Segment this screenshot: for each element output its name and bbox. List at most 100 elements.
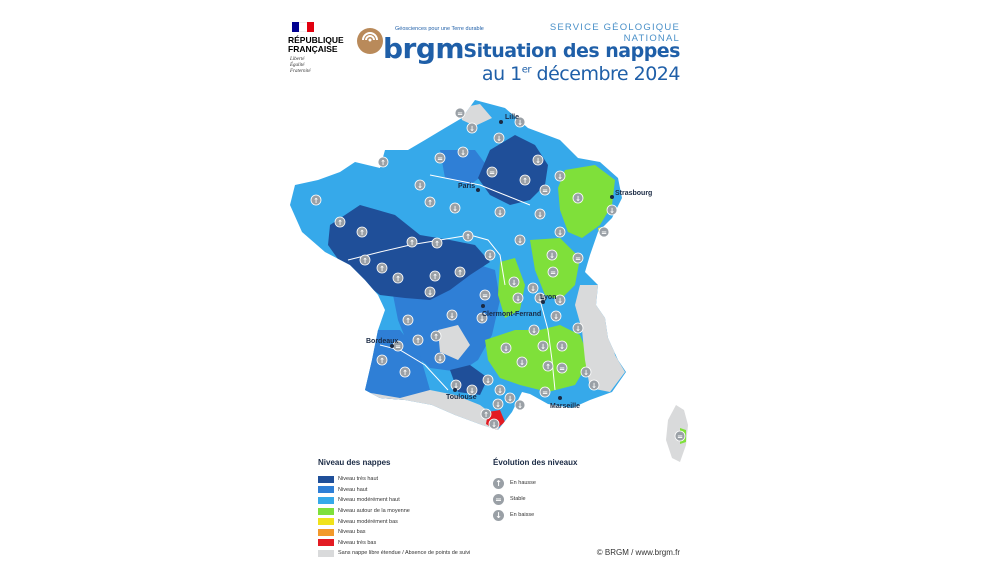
arrow-down-icon: ↓ [554, 294, 566, 306]
legend-label: Niveau très haut [338, 476, 379, 483]
equals-icon: = [454, 107, 466, 119]
svg-text:↓: ↓ [460, 149, 466, 157]
legend-item: Niveau modérément haut [318, 495, 470, 506]
svg-text:↓: ↓ [530, 285, 536, 293]
arrow-down-icon: ↓ [516, 356, 528, 368]
arrow-down-icon: ↓ [493, 509, 504, 521]
svg-text:↓: ↓ [553, 313, 559, 321]
svg-text:↑: ↑ [362, 257, 368, 265]
arrow-up-icon: ↑ [406, 236, 418, 248]
equals-icon: = [539, 184, 551, 196]
svg-text:Marseille: Marseille [550, 403, 580, 410]
arrow-down-icon: ↓ [466, 122, 478, 134]
arrow-up-icon: ↑ [429, 270, 441, 282]
legend-label: Sans nappe libre étendue / Absence de po… [338, 550, 471, 557]
arrow-down-icon: ↓ [514, 399, 526, 411]
river-seine [429, 174, 531, 206]
svg-text:Lyon: Lyon [540, 294, 556, 301]
svg-text:↓: ↓ [583, 369, 589, 377]
svg-text:↑: ↑ [380, 159, 386, 167]
arrow-down-icon: ↓ [446, 309, 458, 321]
svg-text:↓: ↓ [437, 355, 443, 363]
republic-name: RÉPUBLIQUE FRANÇAISE [288, 36, 368, 54]
svg-text:↑: ↑ [379, 265, 385, 273]
svg-text:↑: ↑ [415, 337, 421, 345]
svg-text:↓: ↓ [537, 295, 543, 303]
svg-text:=: = [550, 269, 556, 277]
arrow-down-icon: ↓ [488, 418, 500, 430]
svg-text:↓: ↓ [591, 382, 597, 390]
svg-text:Toulouse: Toulouse [446, 394, 477, 401]
equals-icon: = [556, 362, 568, 374]
svg-text:↓: ↓ [491, 421, 497, 429]
svg-text:↓: ↓ [497, 387, 503, 395]
svg-text:↓: ↓ [427, 289, 433, 297]
arrow-down-icon: ↓ [556, 340, 568, 352]
svg-text:↑: ↑ [359, 229, 365, 237]
legend-swatch [318, 549, 334, 557]
arrow-down-icon: ↓ [482, 374, 494, 386]
svg-text:↓: ↓ [537, 211, 543, 219]
arrow-down-icon: ↓ [457, 146, 469, 158]
city-paris: Paris [458, 183, 480, 192]
svg-text:↑: ↑ [433, 333, 439, 341]
evolution-label: Stable [510, 496, 526, 502]
equals-icon: = [572, 252, 584, 264]
svg-text:Clermont-Ferrand: Clermont-Ferrand [482, 311, 541, 318]
svg-text:↑: ↑ [427, 199, 433, 207]
arrow-down-icon: ↓ [414, 179, 426, 191]
arrow-up-icon: ↑ [430, 330, 442, 342]
legend-item: Niveau très bas [318, 538, 470, 549]
equals-icon: = [539, 386, 551, 398]
svg-text:↓: ↓ [557, 229, 563, 237]
republic-line-1: RÉPUBLIQUE [288, 35, 344, 45]
svg-text:↑: ↑ [379, 357, 385, 365]
equals-icon: = [486, 166, 498, 178]
svg-text:↓: ↓ [557, 297, 563, 305]
svg-text:↓: ↓ [557, 173, 563, 181]
svg-text:=: = [489, 169, 495, 177]
motto-egalite: Égalité [290, 63, 305, 68]
date-suffix: décembre 2024 [531, 63, 681, 85]
equals-icon: = [598, 226, 610, 238]
legend-swatch [318, 528, 334, 536]
legend-label: Niveau bas [338, 529, 366, 536]
equals-icon: = [392, 340, 404, 352]
svg-text:Lille: Lille [505, 114, 519, 121]
arrow-up-icon: ↑ [542, 360, 554, 372]
legend-label: Niveau modérément haut [338, 497, 400, 504]
legend-item: Niveau haut [318, 485, 470, 496]
legend-item: Niveau bas [318, 527, 470, 538]
arrow-down-icon: ↓ [500, 342, 512, 354]
city-marseille: Marseille [550, 396, 580, 410]
french-flag-icon [292, 22, 314, 32]
svg-text:↓: ↓ [511, 279, 517, 287]
legend-item: Niveau très haut [318, 474, 470, 485]
arrow-down-icon: ↓ [494, 384, 506, 396]
arrow-up-icon: ↑ [519, 174, 531, 186]
city-lyon: Lyon [540, 294, 556, 304]
legend-item: Niveau modérément bas [318, 516, 470, 527]
legend-item: Sans nappe libre étendue / Absence de po… [318, 548, 470, 559]
svg-text:=: = [395, 343, 401, 351]
date-prefix: au 1 [481, 63, 522, 85]
evolution-legend: ↑ En hausse = Stable ↓ En baisse [493, 475, 536, 523]
copyright-credit: © BRGM / www.brgm.fr [596, 548, 680, 557]
svg-text:↑: ↑ [545, 363, 551, 371]
svg-text:=: = [457, 110, 463, 118]
legend-label: Niveau haut [338, 486, 368, 493]
arrow-up-icon: ↑ [454, 266, 466, 278]
svg-text:=: = [482, 292, 488, 300]
arrow-down-icon: ↓ [546, 249, 558, 261]
arrow-down-icon: ↓ [508, 276, 520, 288]
svg-text:↓: ↓ [449, 312, 455, 320]
svg-text:=: = [542, 187, 548, 195]
region-tres-haut-west [328, 205, 490, 300]
equals-icon: = [434, 152, 446, 164]
svg-text:↓: ↓ [496, 135, 502, 143]
arrow-down-icon: ↓ [537, 340, 549, 352]
equals-icon: = [674, 430, 686, 442]
legend-swatch [318, 475, 334, 483]
brgm-tagline: Géosciences pour une Terre durable [395, 26, 484, 32]
